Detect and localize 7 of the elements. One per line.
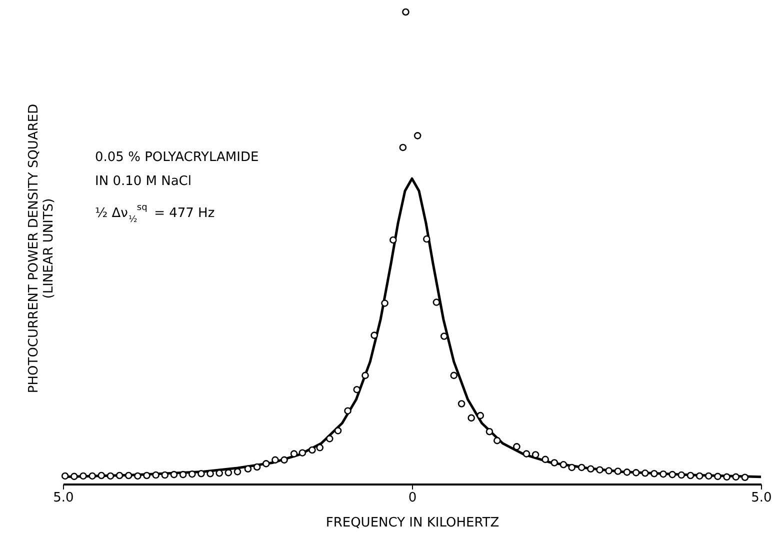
y-axis-title: PHOTOCURRENT POWER DENSITY SQUARED (LINEAR UNITS) (26, 104, 56, 394)
annotation: IN 0.10 M NaCl (95, 174, 192, 189)
x-tick-label: 0 (408, 490, 417, 506)
x-tick-label: 5.0 (53, 490, 74, 506)
annotation: 0.05 % POLYACRYLAMIDE (95, 150, 259, 165)
x-axis-title: FREQUENCY IN KILOHERTZ (326, 516, 500, 530)
x-tick-label: 5.0 (751, 490, 772, 506)
